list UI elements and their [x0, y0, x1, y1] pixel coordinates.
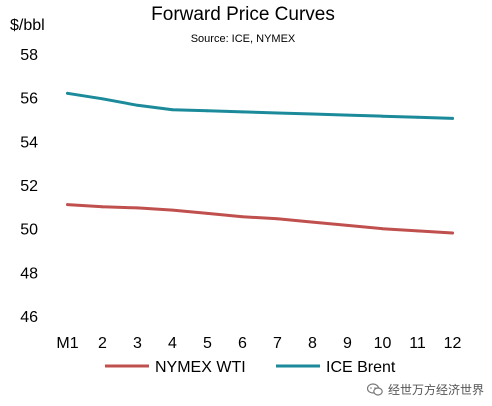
y-axis-ticks: 46 48 50 52 54 56 58: [20, 47, 38, 326]
data-point: [346, 113, 349, 117]
data-point: [311, 220, 314, 224]
x-tick-label: 9: [343, 335, 352, 352]
data-point: [66, 91, 69, 95]
series-line-0: [66, 203, 454, 235]
data-point: [241, 215, 244, 219]
chart-title: Forward Price Curves: [151, 4, 335, 25]
data-point: [276, 111, 279, 115]
y-tick-label: 50: [20, 222, 38, 239]
x-tick-label: 7: [273, 335, 282, 352]
legend: NYMEX WTI ICE Brent: [105, 359, 396, 376]
data-point: [381, 114, 384, 118]
watermark: 经世万方经济世界: [366, 381, 484, 398]
x-tick-label: 11: [409, 335, 426, 352]
y-tick-label: 54: [20, 134, 38, 151]
x-tick-label: 5: [203, 335, 212, 352]
data-point: [171, 108, 174, 112]
data-point: [101, 97, 104, 101]
data-point: [451, 231, 454, 235]
watermark-text: 经世万方经济世界: [387, 383, 484, 397]
data-point: [206, 109, 209, 113]
y-axis-label: $/bbl: [10, 17, 45, 34]
data-point: [381, 227, 384, 231]
data-point: [311, 112, 314, 116]
y-tick-label: 52: [20, 178, 38, 195]
data-point: [451, 117, 454, 120]
data-point: [136, 103, 139, 107]
x-axis-ticks: M1 2 3 4 5 6 7 8 9 10 11 12: [56, 335, 461, 352]
data-point: [416, 115, 419, 119]
y-tick-label: 46: [20, 309, 38, 326]
x-tick-label: 3: [133, 335, 142, 352]
y-tick-label: 48: [20, 265, 38, 282]
x-tick-label: 10: [374, 335, 392, 352]
data-point: [66, 203, 69, 207]
data-point: [346, 223, 349, 227]
series-layer: [66, 91, 454, 235]
data-point: [171, 208, 174, 212]
x-tick-label: 6: [238, 335, 247, 352]
y-tick-label: 58: [20, 47, 38, 64]
y-tick-label: 56: [20, 91, 38, 108]
data-point: [206, 211, 209, 215]
data-point: [101, 205, 104, 209]
data-point: [136, 206, 139, 210]
legend-label: NYMEX WTI: [155, 359, 246, 376]
x-tick-label: 4: [168, 335, 177, 352]
x-tick-label: M1: [56, 335, 78, 352]
series-line-1: [66, 91, 454, 120]
data-point: [241, 110, 244, 114]
x-tick-label: 12: [444, 335, 462, 352]
x-tick-label: 2: [98, 335, 107, 352]
data-point: [276, 217, 279, 221]
x-tick-label: 8: [308, 335, 317, 352]
data-point: [416, 229, 419, 233]
wechat-bubble-icon: [366, 382, 383, 396]
legend-label: ICE Brent: [326, 359, 396, 376]
chart-subtitle: Source: ICE, NYMEX: [191, 33, 296, 45]
